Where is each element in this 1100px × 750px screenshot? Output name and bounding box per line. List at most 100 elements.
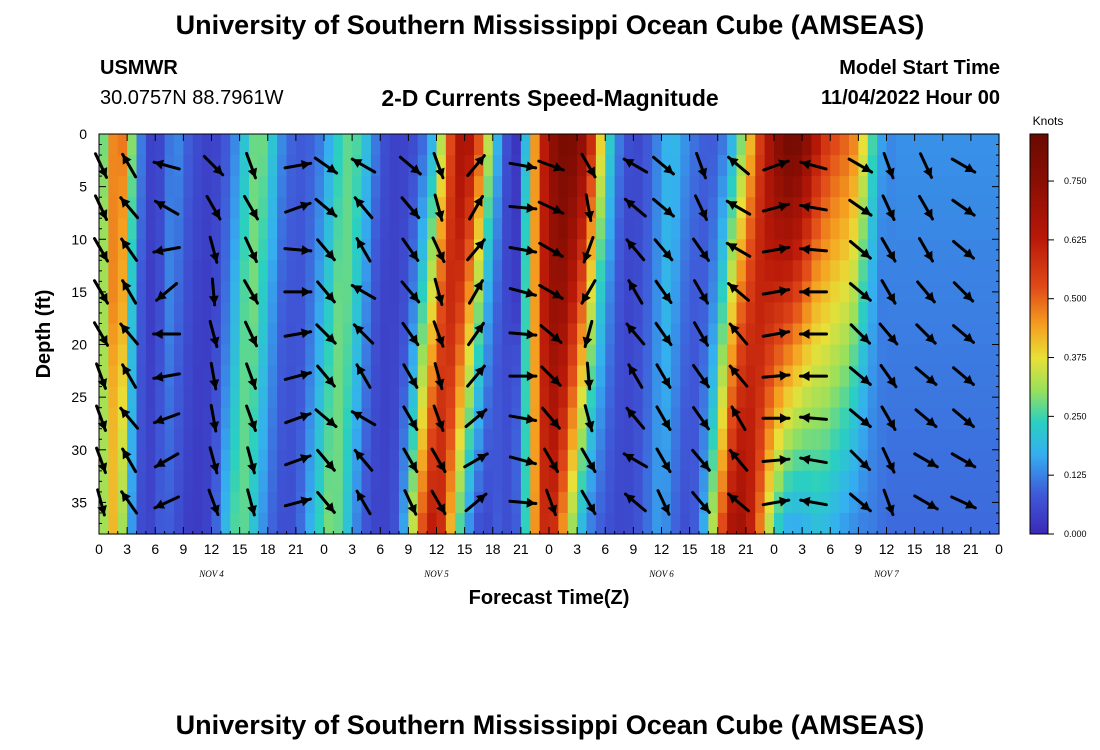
heatmap-cell	[211, 260, 222, 282]
heatmap-cell	[680, 281, 691, 304]
heatmap-cell	[895, 323, 906, 346]
heatmap-cell	[577, 323, 588, 346]
heatmap-cell	[267, 512, 278, 535]
heatmap-cell	[624, 239, 634, 261]
heatmap-cell	[839, 470, 850, 493]
heatmap-cell	[136, 134, 147, 156]
heatmap-cell	[267, 176, 278, 198]
heatmap-cell	[708, 197, 719, 219]
heatmap-cell	[670, 218, 681, 240]
heatmap-cell	[399, 260, 409, 282]
heatmap-cell	[952, 302, 963, 325]
heatmap-cell	[661, 134, 672, 156]
heatmap-cell	[614, 260, 625, 282]
heatmap-cell	[427, 344, 438, 367]
heatmap-cell	[670, 491, 681, 514]
heatmap-cell	[399, 155, 409, 177]
heatmap-cell	[286, 344, 297, 367]
heatmap-cell	[661, 176, 672, 198]
heatmap-cell	[942, 449, 953, 472]
heatmap-cell	[914, 428, 925, 451]
heatmap-cell	[145, 239, 156, 261]
heatmap-cell	[464, 449, 475, 472]
heatmap-cell	[820, 176, 831, 198]
heatmap-cell	[183, 512, 194, 535]
heatmap-cell	[558, 260, 569, 282]
heatmap-cell	[970, 470, 981, 493]
heatmap-cell	[230, 239, 241, 261]
current-vector	[625, 322, 646, 346]
current-vector	[283, 159, 313, 170]
heatmap-cell	[174, 407, 184, 430]
heatmap-cell	[445, 281, 456, 304]
heatmap-cell	[567, 470, 578, 493]
heatmap-cell	[811, 260, 822, 282]
heatmap-cell	[305, 386, 316, 409]
heatmap-cell	[830, 281, 841, 304]
heatmap-cell	[314, 449, 325, 472]
heatmap-cell	[127, 134, 138, 156]
heatmap-cell	[277, 407, 288, 430]
heatmap-cell	[333, 134, 344, 156]
heatmap-cell	[708, 281, 719, 304]
heatmap-cell	[295, 344, 306, 367]
heatmap-cell	[567, 449, 578, 472]
current-vector	[468, 279, 484, 305]
heatmap-cell	[539, 512, 550, 535]
heatmap-cell	[108, 323, 119, 346]
heatmap-cell	[736, 386, 747, 409]
heatmap-cell	[755, 155, 766, 177]
heatmap-cell	[258, 323, 269, 346]
heatmap-cell	[483, 281, 494, 304]
heatmap-cell	[980, 365, 991, 388]
heatmap-cell	[539, 428, 550, 451]
heatmap-cell	[99, 134, 109, 156]
heatmap-cell	[427, 239, 438, 261]
heatmap-cell	[258, 344, 269, 367]
current-vector	[761, 454, 791, 465]
heatmap-cell	[867, 512, 878, 535]
heatmap-cell	[436, 134, 447, 156]
heatmap-cell	[980, 491, 991, 514]
heatmap-cell	[914, 281, 925, 304]
heatmap-cell	[577, 449, 588, 472]
heatmap-cell	[661, 260, 672, 282]
heatmap-cell	[108, 302, 119, 325]
heatmap-cell	[605, 386, 616, 409]
heatmap-cell	[680, 449, 691, 472]
heatmap-cell	[286, 428, 297, 451]
heatmap-cell	[914, 218, 925, 240]
heatmap-cell	[605, 134, 616, 156]
colorbar-tick-label: 0.125	[1064, 470, 1087, 480]
heatmap-cell	[136, 512, 147, 535]
heatmap-cell	[342, 386, 353, 409]
heatmap-cell	[464, 407, 475, 430]
heatmap-cell	[699, 407, 709, 430]
heatmap-cell	[549, 176, 559, 198]
heatmap-cell	[361, 134, 372, 156]
heatmap-cell	[717, 449, 728, 472]
heatmap-cell	[811, 512, 822, 535]
heatmap-cell	[117, 386, 128, 409]
heatmap-cell	[624, 407, 634, 430]
heatmap-cell	[436, 176, 447, 198]
heatmap-cell	[277, 260, 288, 282]
heatmap-cell	[680, 218, 691, 240]
x-axis-label: Forecast Time(Z)	[469, 587, 630, 609]
heatmap-cell	[455, 218, 466, 240]
current-vector	[432, 151, 445, 180]
heatmap-cell	[220, 281, 231, 304]
heatmap-cell	[792, 449, 803, 472]
current-vector	[951, 198, 976, 217]
heatmap-cell	[127, 365, 138, 388]
heatmap-cell	[624, 470, 634, 493]
heatmap-cell	[380, 449, 391, 472]
heatmap-cell	[924, 239, 934, 261]
heatmap-cell	[577, 281, 588, 304]
current-vector	[508, 413, 538, 424]
heatmap-cell	[802, 176, 813, 198]
heatmap-cell	[652, 176, 663, 198]
current-vector	[246, 446, 257, 475]
heatmap-cell	[802, 344, 813, 367]
heatmap-cell	[511, 344, 522, 367]
